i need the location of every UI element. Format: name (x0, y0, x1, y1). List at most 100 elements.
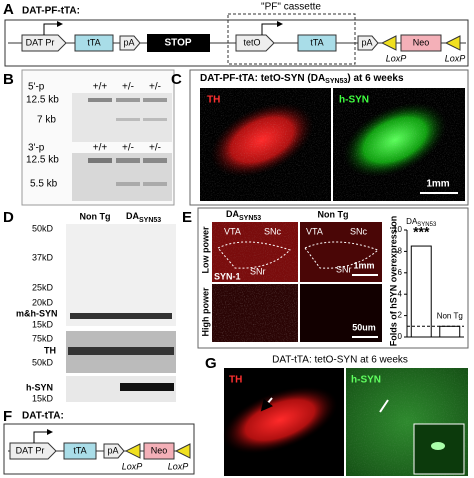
texture (212, 222, 298, 282)
texture (200, 88, 331, 201)
panel-g: G DAT-tTA: tetO-SYN at 6 weeks TH h-SYN (205, 355, 468, 476)
region-label: VTA (306, 226, 323, 236)
promoter (235, 34, 275, 52)
element-label: tetO (243, 37, 260, 47)
texture (212, 284, 298, 342)
panel-title: DAT-tTA: tetO-SYN at 6 weeks (272, 355, 408, 366)
band-label: TH (44, 345, 56, 355)
construct-title: DAT-tTA: (22, 411, 64, 422)
panel-label: F (3, 408, 12, 425)
tss-arrow (43, 21, 63, 35)
panel-label: D (3, 209, 14, 226)
region-label: SNr (336, 264, 352, 274)
panel-label: A (3, 1, 14, 18)
panel-a: A DAT-PF-tTA: "PF" cassette DAT Pr tTA p… (3, 1, 469, 67)
marker-label: 37kD (32, 252, 54, 262)
lane-label: +/+ (93, 143, 108, 154)
marker-label: 50kD (32, 223, 54, 233)
panel-d: D Non Tg DASYN53 50kD 37kD 25kD 20kD m&h… (3, 209, 176, 403)
lane-label: +/+ (93, 82, 108, 93)
region-label: SNc (264, 226, 282, 236)
marker-label: 50kD (32, 357, 54, 367)
loxp-label: LoxP (122, 461, 143, 471)
gene-box (143, 442, 175, 460)
marker-label: 25kD (32, 282, 54, 292)
element-label: STOP (164, 38, 191, 49)
element-label: DAT Pr (16, 445, 45, 455)
stop-box (147, 34, 210, 52)
stain-label: SYN-1 (214, 271, 241, 281)
element-label: pA (107, 445, 118, 455)
band (120, 383, 174, 391)
gene-box (63, 442, 97, 460)
band (143, 158, 167, 163)
stain-region (222, 386, 338, 454)
band-label: h-SYN (26, 382, 53, 392)
element-label: Neo (151, 445, 168, 455)
arrow (379, 399, 389, 413)
probe-label: 3'-p (28, 143, 45, 154)
column-label: DASYN53 (226, 209, 261, 221)
category-subscript: SYN53 (417, 222, 437, 228)
size-label: 12.5 kb (26, 95, 59, 106)
band-label: m&h-SYN (16, 308, 58, 318)
element-label: pA (361, 37, 372, 47)
scale-label: 1mm (426, 179, 449, 190)
scale-label: 1mm (353, 260, 374, 270)
loxp-site (444, 35, 461, 51)
channel-label: h-SYN (339, 95, 369, 106)
channel-label: h-SYN (351, 375, 381, 386)
band (143, 182, 167, 186)
region-label: VTA (224, 226, 241, 236)
band (116, 182, 140, 186)
y-tick-label: 8 (398, 247, 403, 256)
texture (333, 88, 465, 201)
band (88, 98, 112, 102)
polya (357, 35, 379, 51)
panel-label: B (3, 71, 14, 88)
marker-label: 15kD (32, 393, 54, 403)
band (143, 98, 167, 102)
region-outline (217, 241, 291, 269)
region-label: SNc (350, 226, 368, 236)
loxp-label: LoxP (445, 53, 466, 63)
bar (439, 325, 461, 338)
lane-label: +/- (149, 143, 161, 154)
band (116, 118, 140, 121)
panel-f: F DAT-tTA: DAT Pr tTA pA Neo LoxP LoxP (3, 408, 195, 475)
marker-label: 20kD (32, 297, 54, 307)
cassette-label: "PF" cassette (261, 2, 321, 13)
element-label: Neo (413, 37, 430, 47)
channel-label: TH (229, 375, 242, 386)
bar-chart: 0 2 4 6 8 10 DASYN53 Non Tg *** (393, 217, 464, 341)
band (88, 158, 112, 163)
panel-label: G (205, 355, 217, 372)
element-label: tTA (87, 37, 100, 47)
channel-label: TH (207, 95, 220, 106)
lane-label: +/- (122, 143, 134, 154)
loxp-label: LoxP (168, 461, 189, 471)
construct-frame (4, 19, 469, 67)
polya (103, 443, 125, 459)
element-label: tTA (73, 445, 86, 455)
marker-label: 75kD (32, 333, 54, 343)
arrow (260, 397, 274, 412)
tss-arrow (261, 21, 283, 35)
category-label: DASYN53 (406, 217, 437, 227)
probe-label: 5'-p (28, 82, 45, 93)
panel-title: DAT-PF-tTA: tetO-SYN (DASYN53) at 6 week… (200, 73, 404, 85)
y-tick-label: 6 (398, 268, 403, 277)
row-label: Low power (200, 226, 210, 273)
y-axis-label: Folds of hSYN overexpression (388, 216, 398, 347)
panel-b: B 5'-p +/+ +/- +/- 12.5 kb 7 kb 3'-p +/+… (3, 69, 175, 206)
band (116, 158, 140, 163)
scale-label: 50um (352, 322, 376, 332)
y-tick-label: 0 (398, 332, 403, 341)
blot (66, 224, 176, 326)
band (68, 347, 174, 355)
y-tick-label: 4 (398, 289, 403, 298)
column-label: Non Tg (318, 209, 349, 219)
construct-title: DAT-PF-tTA: (22, 6, 80, 17)
image (300, 284, 382, 342)
band (143, 118, 167, 121)
